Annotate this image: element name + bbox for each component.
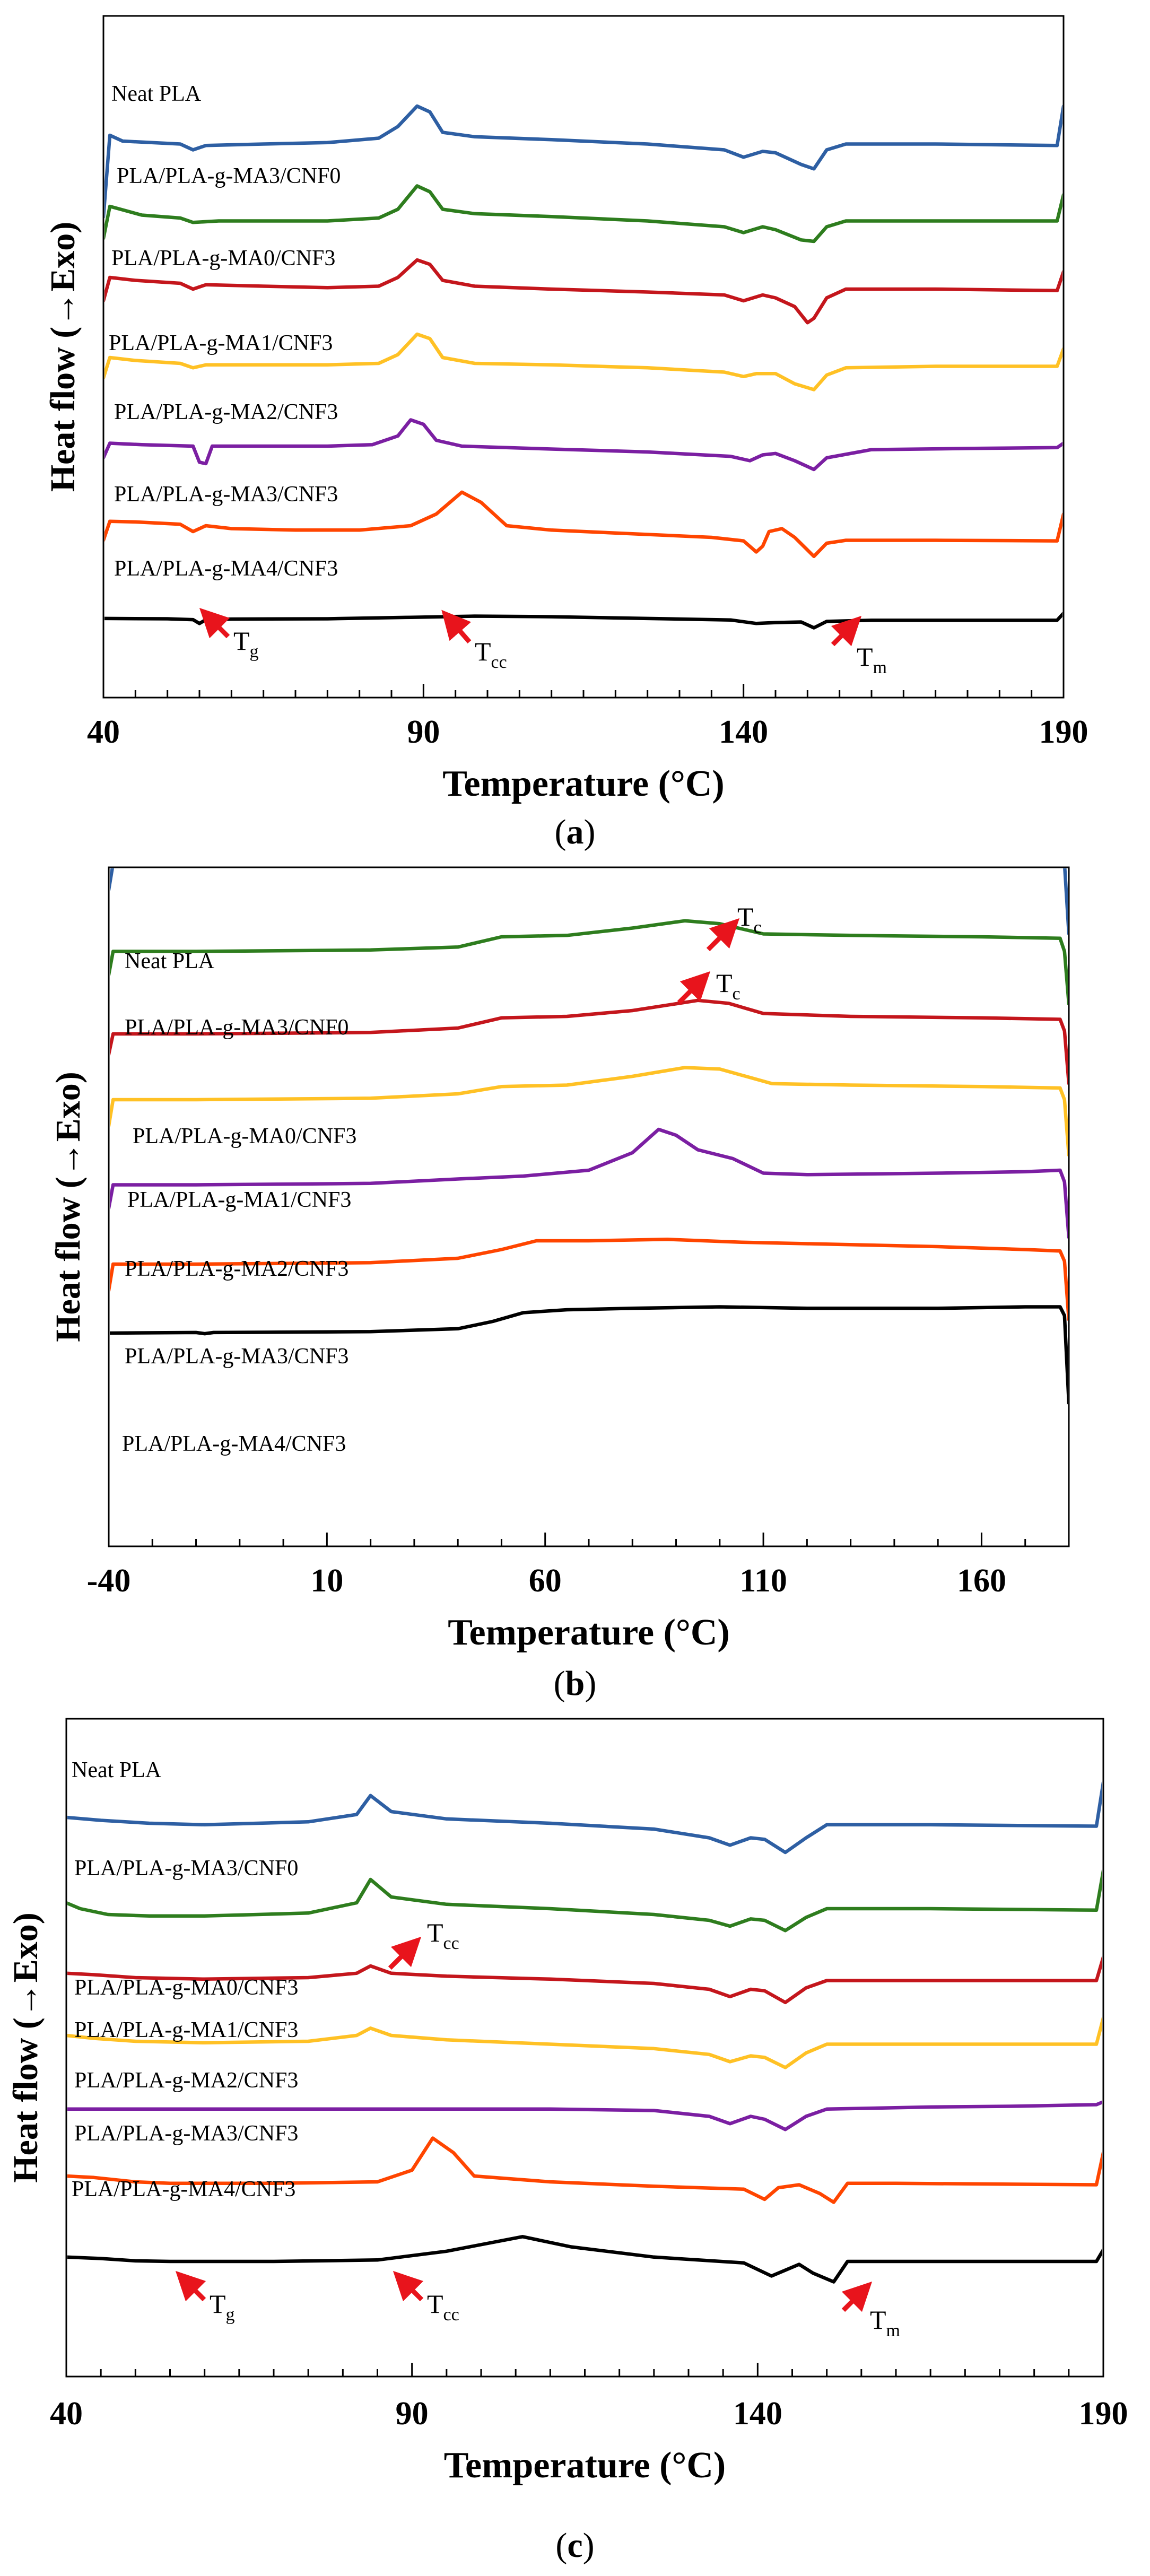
x-axis-label: Temperature (°C) <box>448 1612 730 1653</box>
series-line <box>67 2100 1102 2131</box>
series-line <box>110 1238 1068 1321</box>
series-line <box>104 490 1062 559</box>
x-axis-label: Temperature (°C) <box>442 763 725 804</box>
series-line <box>67 2136 1102 2204</box>
annotation-label: Tg <box>210 2289 235 2325</box>
annotation-arrow <box>841 2281 873 2312</box>
x-tick-label: 40 <box>50 2396 83 2432</box>
series-label: PLA/PLA-g-MA3/CNF3 <box>125 1344 349 1369</box>
annotation-label: Tg <box>233 626 259 662</box>
x-tick-label: 140 <box>733 2396 782 2432</box>
y-axis-label: Heat flow (→Exo) <box>49 1072 88 1342</box>
series-label: PLA/PLA-g-MA1/CNF3 <box>74 2018 298 2042</box>
y-axis-label: Heat flow (→Exo) <box>43 222 82 492</box>
series-label: PLA/PLA-g-MA0/CNF3 <box>74 1975 298 2000</box>
x-axis-label: Temperature (°C) <box>444 2445 726 2486</box>
series-label: PLA/PLA-g-MA2/CNF3 <box>125 1257 349 1281</box>
series-line <box>104 418 1062 472</box>
panel-caption: (b) <box>554 1664 597 1703</box>
series-label: PLA/PLA-g-MA4/CNF3 <box>72 2177 295 2201</box>
series-label: Neat PLA <box>125 949 215 973</box>
annotation-label: Tm <box>857 642 887 677</box>
x-tick-label: 90 <box>407 714 440 750</box>
x-tick-label: 160 <box>957 1563 1006 1599</box>
series-line <box>104 332 1062 391</box>
annotation-label: Tc <box>716 968 740 1004</box>
x-tick-label: 190 <box>1079 2396 1128 2432</box>
annotation-label: Tcc <box>475 637 507 672</box>
annotation-label: Tm <box>870 2305 900 2340</box>
y-axis-label: Heat flow (→Exo) <box>6 1912 45 2183</box>
series-line <box>104 258 1062 325</box>
series-label: PLA/PLA-g-MA1/CNF3 <box>109 331 333 355</box>
series-line <box>110 919 1068 1006</box>
series-label: PLA/PLA-g-MA4/CNF3 <box>114 556 338 581</box>
series-label: PLA/PLA-g-MA3/CNF0 <box>74 1856 298 1881</box>
series-label: PLA/PLA-g-MA3/CNF3 <box>114 482 338 507</box>
series-line <box>67 1781 1102 1855</box>
series-label: PLA/PLA-g-MA2/CNF3 <box>114 400 338 424</box>
series-line <box>67 1955 1102 2005</box>
annotation-arrow <box>706 918 740 952</box>
annotation-arrow <box>199 607 230 639</box>
series-line <box>110 1066 1068 1157</box>
series-label: PLA/PLA-g-MA0/CNF3 <box>111 246 335 271</box>
annotation-label: Tc <box>737 902 762 937</box>
series-line <box>104 104 1062 219</box>
series-label: PLA/PLA-g-MA3/CNF0 <box>125 1015 349 1040</box>
annotation-arrow <box>831 615 862 647</box>
annotation-arrow <box>677 971 711 1005</box>
x-tick-label: 40 <box>87 714 120 750</box>
series-label: PLA/PLA-g-MA0/CNF3 <box>133 1124 356 1148</box>
annotation-label: Tcc <box>427 2289 459 2325</box>
series-line <box>110 998 1068 1085</box>
x-tick-label: 140 <box>719 714 768 750</box>
series-lines <box>67 1781 1102 2284</box>
series-line <box>67 2016 1102 2069</box>
x-tick-label: 60 <box>529 1563 562 1599</box>
series-line <box>67 1869 1102 1933</box>
series-label: PLA/PLA-g-MA2/CNF3 <box>74 2068 298 2093</box>
chart-panel-a: 40 90 140 190 Temperature (°C) Heat flow (→Ex… <box>43 15 1088 851</box>
series-lines <box>110 868 1068 1405</box>
annotation-arrow <box>441 610 472 643</box>
x-tick-label: 90 <box>396 2396 429 2432</box>
x-tick-label: 190 <box>1039 714 1088 750</box>
x-tick-label: 10 <box>310 1563 343 1599</box>
series-label: PLA/PLA-g-MA3/CNF0 <box>117 164 341 188</box>
panel-caption: (c) <box>555 2526 594 2565</box>
series-label: PLA/PLA-g-MA4/CNF3 <box>122 1432 346 1456</box>
annotation-label: Tcc <box>427 1918 459 1953</box>
series-line <box>104 184 1062 243</box>
series-label: PLA/PLA-g-MA1/CNF3 <box>127 1188 351 1212</box>
x-tick-label: 110 <box>739 1563 787 1599</box>
series-line <box>110 1305 1068 1405</box>
panel-caption: (a) <box>555 813 596 851</box>
chart-panel-b: -40 10 60 110 160 Temperature (°C) Heat flow (… <box>49 866 1070 1703</box>
annotation-arrow <box>393 2270 424 2302</box>
chart-panel-c: 40 90 140 190 Temperature (°C) Heat flow (→Ex… <box>6 1718 1128 2565</box>
series-label: Neat PLA <box>111 82 202 106</box>
series-line <box>110 1127 1068 1239</box>
series-label: Neat PLA <box>72 1758 162 1782</box>
annotation-arrow <box>388 1936 422 1970</box>
annotation-arrow <box>175 2270 206 2302</box>
x-tick-label: -40 <box>87 1563 131 1599</box>
series-label: PLA/PLA-g-MA3/CNF3 <box>74 2121 298 2146</box>
series-line <box>67 2235 1102 2284</box>
